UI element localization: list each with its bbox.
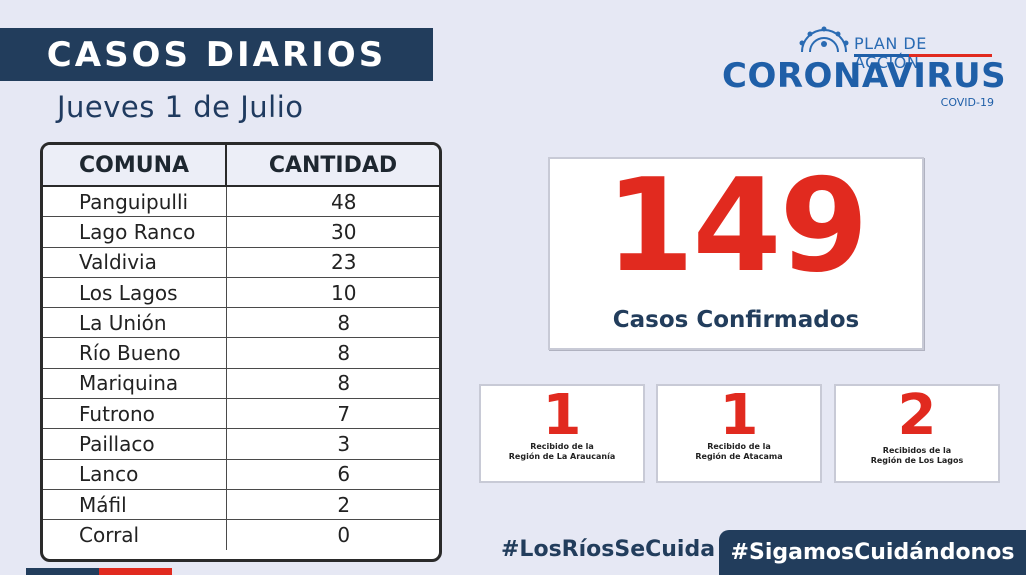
table-row: Los Lagos 10 (43, 277, 439, 309)
table-row: Máfil 2 (43, 489, 439, 521)
total-cases-label: Casos Confirmados (612, 307, 860, 333)
received-label-line2: Región de Los Lagos (870, 456, 964, 465)
received-card-atacama: 1 Recibido de la Región de Atacama (656, 384, 822, 483)
received-label-line1: Recibidos de la (882, 446, 952, 455)
table-header-row: COMUNA CANTIDAD (43, 145, 439, 187)
table-row: Lago Ranco 30 (43, 216, 439, 248)
received-number: 1 (719, 383, 759, 448)
received-label: Recibidos de la Región de Los Lagos (836, 446, 998, 466)
received-number: 1 (542, 383, 582, 448)
comuna-cell: Río Bueno (43, 337, 227, 369)
comuna-cell: Mariquina (43, 368, 227, 400)
cantidad-cell: 10 (226, 277, 439, 309)
logo-main-text: CORONAVIRUS (722, 56, 1007, 96)
date-label: Jueves 1 de Julio (57, 90, 304, 124)
logo-flag-stripe (854, 54, 992, 57)
received-label-line2: Región de La Araucanía (508, 452, 616, 461)
cantidad-cell: 6 (226, 459, 439, 490)
hashtag-sigamos: #SigamosCuidándonos (730, 540, 1015, 565)
column-header-comuna: COMUNA (43, 145, 227, 187)
table-row: Lanco 6 (43, 459, 439, 490)
flag-stripe (26, 568, 172, 575)
comuna-cell: La Unión (43, 307, 227, 339)
comuna-cell: Valdivia (43, 247, 227, 278)
received-label: Recibido de la Región de La Araucanía (481, 442, 643, 462)
received-card-araucania: 1 Recibido de la Región de La Araucanía (479, 384, 645, 483)
cantidad-cell: 30 (226, 216, 439, 248)
hashtag-banner: #SigamosCuidándonos (719, 530, 1026, 575)
logo-sub-text: COVID-19 (940, 96, 994, 109)
comuna-cell: Futrono (43, 398, 227, 430)
comuna-cell: Corral (43, 519, 227, 550)
cantidad-cell: 8 (226, 307, 439, 339)
table-row: Paillaco 3 (43, 428, 439, 460)
table-row: Mariquina 8 (43, 368, 439, 400)
received-label-line1: Recibido de la (530, 442, 594, 451)
cantidad-cell: 48 (226, 186, 439, 218)
table-row: Corral 0 (43, 519, 439, 550)
cantidad-cell: 2 (226, 489, 439, 521)
received-label-line1: Recibido de la (707, 442, 771, 451)
page-title: CASOS DIARIOS (46, 34, 387, 75)
cantidad-cell: 8 (226, 368, 439, 400)
cases-table: COMUNA CANTIDAD Panguipulli 48 Lago Ranco… (40, 142, 442, 562)
column-header-cantidad: CANTIDAD (226, 145, 439, 187)
cantidad-cell: 8 (226, 337, 439, 369)
total-cases-card: 149 Casos Confirmados (548, 157, 924, 350)
table-row: Panguipulli 48 (43, 186, 439, 218)
cantidad-cell: 0 (337, 522, 351, 547)
virus-icon (799, 26, 849, 53)
comuna-cell: Los Lagos (43, 277, 227, 309)
cantidad-cell: 3 (226, 428, 439, 460)
table-row: Futrono 7 (43, 398, 439, 430)
comuna-cell: Máfil (43, 489, 227, 521)
cantidad-cell: 23 (226, 247, 439, 278)
table-row: Río Bueno 8 (43, 337, 439, 369)
comuna-cell: Lago Ranco (43, 216, 227, 248)
coronavirus-logo: PLAN DE ACCIÓN CORONAVIRUS COVID-19 (722, 26, 1006, 114)
total-cases-number: 149 (605, 152, 868, 301)
hashtag-los-rios: #LosRíosSeCuida (501, 537, 716, 562)
logo-top-text: PLAN DE ACCIÓN (854, 34, 927, 72)
table-row: La Unión 8 (43, 307, 439, 339)
comuna-cell: Panguipulli (43, 186, 227, 218)
comuna-cell: Paillaco (43, 428, 227, 460)
received-label: Recibido de la Región de Atacama (658, 442, 820, 462)
cantidad-cell: 7 (226, 398, 439, 430)
title-banner: CASOS DIARIOS (0, 28, 433, 81)
comuna-cell: Lanco (43, 459, 227, 490)
table-row: Valdivia 23 (43, 247, 439, 278)
received-label-line2: Región de Atacama (695, 452, 783, 461)
received-number: 2 (897, 383, 937, 448)
received-card-los-lagos: 2 Recibidos de la Región de Los Lagos (834, 384, 1000, 483)
